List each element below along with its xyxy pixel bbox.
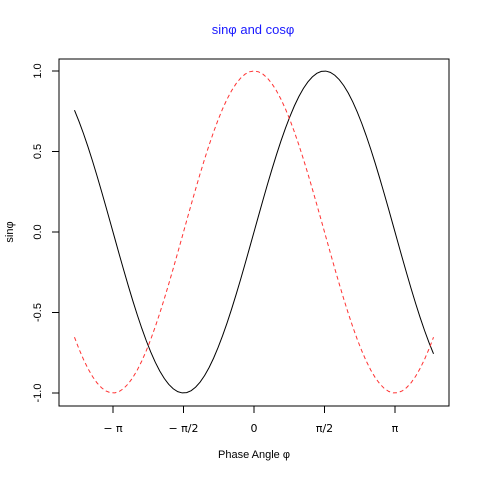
y-tick-label: 1.0 (32, 63, 44, 78)
y-tick-label: 0.0 (32, 224, 44, 239)
x-axis: − π − π/2 0 π/2 π (103, 405, 399, 435)
x-tick-label: − π/2 (168, 422, 198, 435)
x-axis-label: Phase Angle φ (218, 449, 290, 461)
y-axis: -1.0 -0.5 0.0 0.5 1.0 (32, 63, 60, 403)
x-tick-label: π (392, 422, 399, 435)
chart-title: sinφ and cosφ (212, 22, 295, 37)
y-tick-label: -0.5 (32, 303, 44, 322)
x-tick-label: 0 (251, 422, 258, 435)
sin-curve (74, 70, 434, 394)
y-tick-label: 0.5 (32, 144, 44, 159)
y-tick-label: -1.0 (32, 384, 44, 403)
cos-curve (74, 70, 434, 394)
x-tick-label: − π (103, 422, 123, 435)
x-tick-label: π/2 (316, 422, 333, 435)
series-layer (74, 70, 434, 394)
y-axis-label: sinφ (4, 221, 16, 242)
